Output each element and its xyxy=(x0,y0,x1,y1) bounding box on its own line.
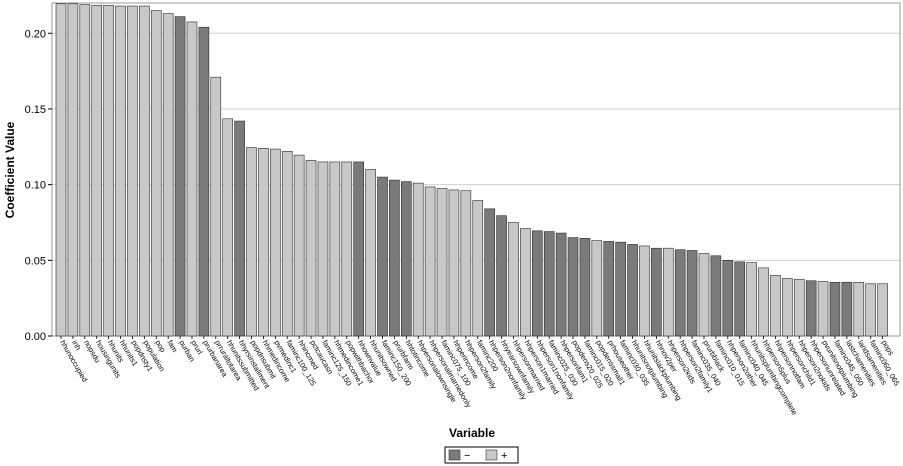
bar-pops xyxy=(877,283,888,337)
bar-faminc125_150 xyxy=(317,161,329,337)
bar-faminc200 xyxy=(472,200,484,337)
bar-lastchamenities xyxy=(841,281,853,337)
legend-negative-swatch xyxy=(448,449,461,461)
bar-hhunits xyxy=(103,4,114,337)
x-tick-label: inh xyxy=(70,339,83,352)
bar-hhpersonchild1 xyxy=(782,278,793,337)
bar-hhunitssubmitted xyxy=(222,118,233,337)
bar-population xyxy=(139,5,150,337)
bar-hhnov2per xyxy=(651,247,662,337)
bar-faminc040_045 xyxy=(734,261,746,337)
bar-hhperson2nonfamily xyxy=(484,208,495,337)
bar-hhunitslackplumbing xyxy=(639,245,650,337)
bar-prruraltotarea xyxy=(210,76,222,337)
bar-faminc010_015 xyxy=(710,255,722,337)
bar-housingunits xyxy=(91,4,103,337)
bar-hhmedincome1 xyxy=(329,161,341,337)
bar-hhunitsplumbingcomplete xyxy=(746,262,757,337)
bar-hhperson5plus xyxy=(758,267,769,337)
legend-positive-label: + xyxy=(501,450,507,462)
bar-pvunitsnotplumbing xyxy=(817,281,829,337)
y-axis-label: Coefficient Value xyxy=(3,121,17,218)
bar-faminc150_200 xyxy=(377,176,388,337)
bar-faminc045_050 xyxy=(829,281,841,337)
bar-hhperson2family1 xyxy=(674,249,686,337)
bar-hhperson2nokids xyxy=(793,278,805,337)
bar-hhpersonalownsingle xyxy=(412,182,424,337)
bar-faminc075_100 xyxy=(436,188,448,337)
bar-faminc030_035 xyxy=(615,241,626,337)
bar-hhpersonnotfam xyxy=(770,275,781,337)
y-tick-label: 0.05 xyxy=(25,255,46,267)
bar-faminc035_040 xyxy=(686,250,698,337)
bar-hhownvalue xyxy=(353,161,364,337)
bar-hhperson1married xyxy=(520,228,531,337)
bar-faminc060_065 xyxy=(865,283,876,337)
bar-hhmedincome xyxy=(258,148,269,337)
bar-landsamenities xyxy=(853,281,865,337)
bar-hhyrsinstallment xyxy=(234,120,245,337)
bar-prurbblack xyxy=(698,253,710,337)
legend-box xyxy=(444,446,519,464)
bar-faminc025_030 xyxy=(543,231,555,337)
bar-prurbanarea xyxy=(198,26,210,337)
bar-popdnsubmit xyxy=(246,147,257,337)
bar-hhpersonalmarriedonly xyxy=(424,186,436,337)
x-axis-label: Variable xyxy=(449,426,495,440)
bar-hhtotincome xyxy=(401,181,412,337)
y-axis-ticks: 0.00 0.05 0.10 0.15 0.20 xyxy=(25,28,52,343)
bar-prhouseother xyxy=(603,241,615,337)
bar-popdnsty1 xyxy=(127,5,138,337)
bar-faminc015_020 xyxy=(579,238,591,337)
bar-hhperincome xyxy=(448,189,460,337)
bar-popdenssmall1 xyxy=(591,240,603,337)
bar-hhperson2family xyxy=(460,190,472,337)
bar-popdens20_025 xyxy=(567,237,579,337)
bar-nopsdu xyxy=(79,4,91,337)
bar-purban xyxy=(174,16,186,337)
bar-popwithbachor xyxy=(341,161,353,337)
bar-pop xyxy=(150,10,162,337)
bar-hhpersonmarried xyxy=(508,222,519,337)
bar-hhpersonfam1 xyxy=(555,232,567,337)
bar-pctcaucasn xyxy=(305,160,317,337)
legend-negative-label: − xyxy=(464,450,470,462)
y-tick-label: 0.15 xyxy=(25,104,46,116)
bar-faminc100_125 xyxy=(281,151,293,337)
x-tick-label: fam xyxy=(165,339,179,354)
bar-hhperson2other xyxy=(722,260,734,337)
legend: − + xyxy=(444,446,519,464)
bar-prurl xyxy=(186,21,198,337)
bar-pvmedinc1 xyxy=(270,148,281,337)
bar-inh xyxy=(67,3,79,337)
bar-prurbfarm xyxy=(389,179,400,337)
y-tick-label: 0.10 xyxy=(25,180,46,192)
bar-hhunitsowned xyxy=(365,169,376,337)
y-tick-label: 0.20 xyxy=(25,28,46,40)
bar-hhunitsnotplumbing xyxy=(627,244,638,337)
bar-hhunoccupied xyxy=(55,3,67,337)
bar-hhperson2kids xyxy=(662,247,674,337)
bar-hhperson1nonfamily xyxy=(531,230,543,337)
bar-hhyearsownfamily xyxy=(496,215,507,337)
bar-fam xyxy=(162,13,174,337)
bar-hhincmed xyxy=(293,154,305,337)
bar-hhpersonunrelated xyxy=(805,280,817,337)
legend-positive-swatch xyxy=(485,449,498,461)
bar-hhunits1 xyxy=(115,5,126,337)
y-tick-label: 0.00 xyxy=(25,331,46,343)
bars xyxy=(55,3,888,337)
